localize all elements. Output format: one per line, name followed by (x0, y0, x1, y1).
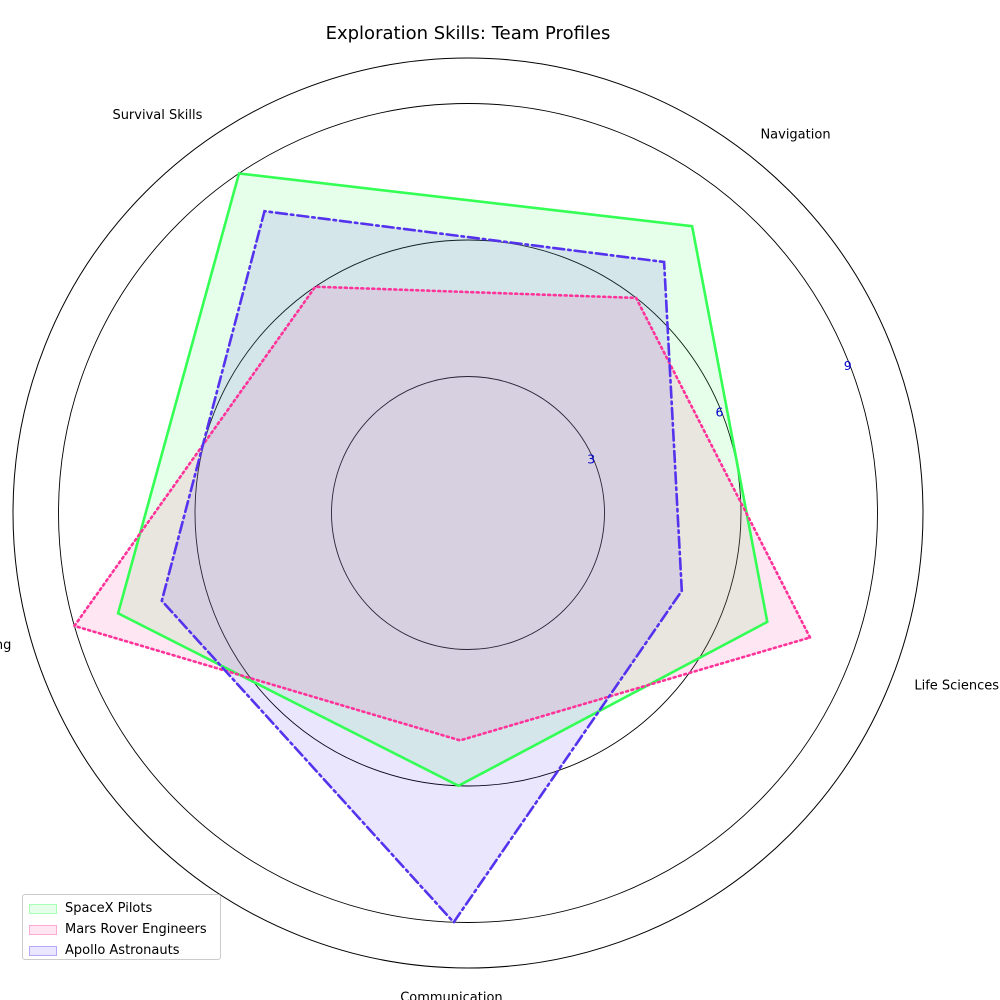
radar-series (72, 172, 812, 925)
legend-item-mars-rover-engineers: Mars Rover Engineers (29, 919, 214, 940)
legend-swatch-apollo-astronauts (29, 945, 57, 956)
series-area (118, 173, 768, 786)
r-tick-label: 9 (844, 358, 852, 373)
series-line (116, 172, 769, 788)
series-area (74, 286, 810, 741)
legend-item-apollo-astronauts: Apollo Astronauts (29, 940, 214, 961)
legend-label: Apollo Astronauts (65, 943, 180, 958)
legend-label: SpaceX Pilots (65, 901, 153, 916)
chart-title: Exploration Skills: Team Profiles (326, 23, 611, 44)
axis-label: Engineering (0, 638, 11, 653)
axis-label: Navigation (760, 128, 830, 143)
axis-label: Life Sciences (914, 678, 999, 693)
outer-ring (12, 57, 924, 969)
legend-swatch-mars-rover-engineers (29, 924, 57, 935)
legend-item-spacex-pilots: SpaceX Pilots (29, 898, 214, 919)
legend-swatch-spacex-pilots (29, 903, 57, 914)
axis-label: Survival Skills (112, 108, 202, 123)
radar-grid (12, 57, 924, 969)
series-line (72, 285, 812, 742)
axis-label: Communication (400, 991, 502, 1000)
grid-ring (58, 103, 878, 923)
legend-label: Mars Rover Engineers (65, 922, 207, 937)
series-line (160, 209, 684, 925)
r-tick-label: 6 (716, 405, 724, 420)
series-area (161, 211, 682, 923)
r-tick-label: 3 (587, 451, 595, 466)
grid-ring (331, 376, 605, 650)
legend: SpaceX Pilots Mars Rover Engineers Apoll… (22, 894, 221, 960)
grid-ring (194, 239, 742, 787)
radar-labels: 3 6 9 Life Sciences Navigation Survival Skill… (0, 108, 999, 1000)
